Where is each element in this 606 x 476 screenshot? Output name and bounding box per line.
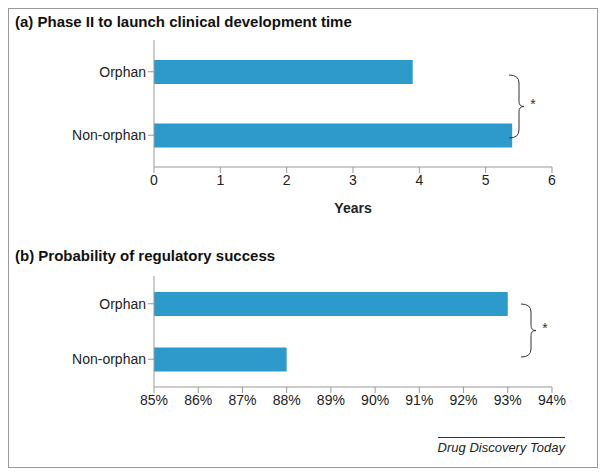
svg-text:1: 1 [216,172,224,188]
svg-text:4: 4 [415,172,423,188]
svg-text:Orphan: Orphan [99,64,146,80]
svg-text:0: 0 [150,172,158,188]
svg-text:Orphan: Orphan [99,296,146,312]
svg-text:90%: 90% [361,392,389,408]
svg-text:Non-orphan: Non-orphan [72,127,146,143]
svg-text:88%: 88% [273,392,301,408]
svg-text:3: 3 [349,172,357,188]
html-text:(a) Phase II to launch clinica: (a) Phase II to launch clinical developm… [15,13,352,30]
html-text:Drug Discovery Today: Drug Discovery Today [437,440,565,455]
svg-text:Years: Years [334,200,372,215]
svg-text:87%: 87% [228,392,256,408]
svg-text:*: * [530,96,536,112]
svg-text:89%: 89% [317,392,345,408]
svg-text:91%: 91% [405,392,433,408]
svg-text:86%: 86% [184,392,212,408]
svg-text:93%: 93% [494,392,522,408]
svg-text:*: * [542,320,548,336]
svg-text:94%: 94% [538,392,566,408]
svg-text:85%: 85% [140,392,168,408]
svg-text:6: 6 [548,172,556,188]
svg-text:5: 5 [482,172,490,188]
svg-text:2: 2 [283,172,291,188]
svg-text:Non-orphan: Non-orphan [72,351,146,367]
svg-text:92%: 92% [450,392,478,408]
html-text:(b) Probability of regulatory: (b) Probability of regulatory success [15,247,276,264]
